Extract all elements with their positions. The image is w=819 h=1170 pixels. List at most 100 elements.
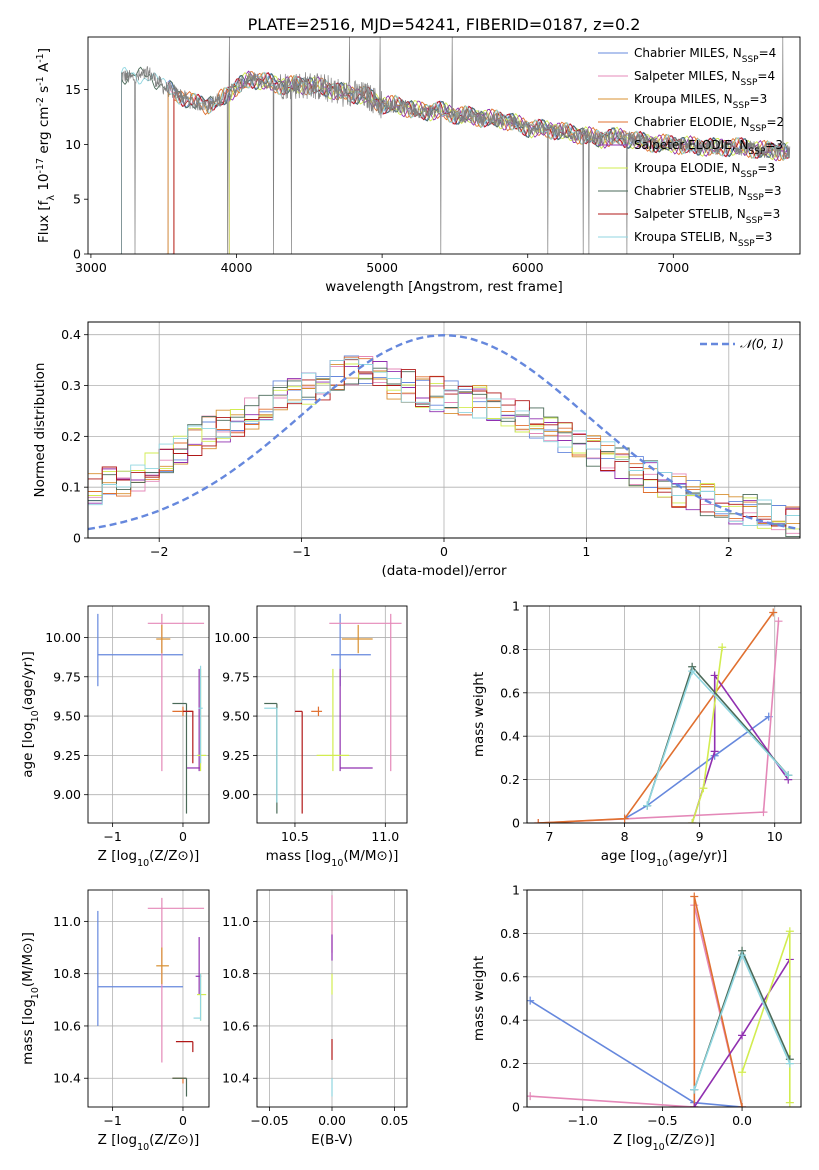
mass_vs_EBV-xtick-label: −0.05: [250, 1113, 288, 1128]
age_vs_Z-xtick-label: 0: [179, 829, 187, 844]
weight_vs_Z-ytick-label: 1: [512, 883, 520, 898]
mass_vs_EBV-xlabel: E(B-V): [311, 1132, 353, 1148]
spectrum-ylabel: Flux [fλ 10-17 erg cm-2 s-1 A-1]: [35, 48, 57, 243]
weight_vs_age-panel: 7 8 9 10 0 0.2 0.4 0.6 0.8 1 age [log10(age/yr)] ma…: [471, 599, 802, 869]
age_vs_Z-frame: [87, 605, 210, 824]
weight_vs_Z-series-kroupa-elodie: [738, 927, 794, 1107]
weight_vs_Z-marker: [738, 951, 747, 960]
spectrum-frame: [87, 36, 801, 255]
mass_vs_EBV-frame: [256, 889, 408, 1108]
age_vs_Z-ytick-label: 10.00: [45, 630, 81, 645]
age_vs_mass-ytick-label: 9.75: [222, 669, 250, 684]
age_vs_mass-ytick-label: 10.00: [214, 630, 250, 645]
figure-title: PLATE=2516, MJD=54241, FIBERID=0187, z=0…: [248, 15, 641, 34]
residuals-xtick-label: −1: [292, 544, 310, 559]
age_vs_mass-point-salpeter-elodie: [339, 668, 373, 772]
weight_vs_age-xtick-label: 9: [696, 829, 704, 844]
residuals-frame: [87, 321, 801, 539]
residuals-normal-curve: [88, 333, 800, 531]
mass_vs_EBV-xtick-label: 0.05: [381, 1113, 409, 1128]
age_vs_Z-point-salpeter-stelib: [182, 710, 194, 764]
weight_vs_age-marker: [710, 747, 719, 756]
spectrum-legend-label: Salpeter MILES, NSSP=4: [634, 69, 775, 88]
age_vs_Z-ytick-label: 9.50: [53, 709, 81, 724]
weight_vs_age-marker: [534, 819, 543, 823]
spectrum-xtick-label: 6000: [512, 260, 544, 275]
mass_vs_Z-point-salpeter-stelib: [175, 1041, 194, 1053]
weight_vs_age-xlabel: age [log10(age/yr)]: [601, 848, 727, 869]
weight_vs_Z-ylabel: mass weight: [471, 956, 487, 1041]
age_vs_Z-point-kroupa-miles: [156, 624, 171, 654]
weight_vs_Z-marker: [738, 1031, 747, 1040]
weight_vs_age-xtick-label: 7: [546, 829, 554, 844]
weight_vs_Z-marker: [785, 1098, 794, 1107]
residuals-legend-label: 𝒩(0, 1): [740, 337, 784, 351]
age_vs_mass-point-chabrier-elodie: [311, 706, 323, 717]
spectrum-legend-label: Salpeter STELIB, NSSP=3: [634, 207, 780, 226]
residuals-ytick-label: 0.4: [61, 327, 81, 342]
weight_vs_Z-line: [741, 930, 791, 1103]
weight_vs_age-grid: [527, 605, 801, 824]
spectrum-xtick-label: 3000: [75, 260, 107, 275]
residuals-ylabel: Normed distribution: [32, 363, 48, 498]
age_vs_mass-point-salpeter-stelib: [294, 710, 303, 814]
weight_vs_age-marker: [759, 808, 768, 817]
spectrum-xtick-label: 5000: [366, 260, 398, 275]
weight_vs_Z-xtick-label: −1.0: [568, 1113, 598, 1128]
spectrum-ytick-label: 0: [73, 247, 81, 262]
weight_vs_Z-panel: −1.0 −0.5 0.0 0 0.2 0.4 0.6 0.8 1 Z [log10(Z/Z⊙)]…: [471, 883, 802, 1153]
mass_vs_EBV-ytick-label: 10.8: [222, 966, 250, 981]
weight_vs_age-frame: [526, 605, 802, 824]
weight_vs_Z-ytick-label: 0.2: [500, 1056, 520, 1071]
age_vs_Z-plot-area: [97, 613, 207, 814]
weight_vs_age-line: [691, 672, 789, 823]
weight_vs_age-frame: [526, 605, 802, 824]
age_vs_Z-point-kroupa-elodie: [197, 668, 207, 772]
mass_vs_Z-frame: [87, 889, 210, 1108]
weight_vs_Z-frame: [526, 889, 802, 1108]
weight_vs_Z-line: [530, 905, 743, 1107]
age_vs_Z-xtick-label: −1: [103, 829, 121, 844]
age_vs_Z-ytick-label: 9.00: [53, 787, 81, 802]
age_vs_mass-point-kroupa-elodie: [316, 668, 350, 772]
mass_vs_Z-xtick-label: −1: [103, 1113, 121, 1128]
weight_vs_age-xtick-label: 8: [621, 829, 629, 844]
age_vs_mass-frame: [256, 605, 408, 824]
weight_vs_age-xtick-label: 10: [767, 829, 783, 844]
spectrum-ytick-label: 15: [65, 82, 81, 97]
residuals-ytick-label: 0.3: [61, 378, 81, 393]
age_vs_mass-xtick-label: 11.0: [371, 829, 399, 844]
weight_vs_age-ytick-label: 0.2: [500, 772, 520, 787]
age_vs_mass-xtick-label: 10.5: [281, 829, 309, 844]
weight_vs_age-ylabel: mass weight: [471, 672, 487, 757]
age_vs_mass-panel: 10.5 11.0 9.00 9.25 9.50 9.75 10.00 mass [log10…: [214, 605, 408, 869]
weight_vs_age-marker: [710, 671, 719, 680]
age_vs_Z-grid: [88, 606, 209, 823]
weight_vs_Z-marker: [690, 892, 699, 901]
weight_vs_age-line: [624, 716, 770, 820]
mass_vs_Z-point-kroupa-miles: [156, 947, 169, 985]
weight_vs_Z-marker: [527, 996, 535, 1005]
residuals-ytick-label: 0.2: [61, 429, 81, 444]
weight_vs_Z-line: [529, 1000, 743, 1107]
spectrum-legend-label: Salpeter ELODIE, NSSP=3: [634, 138, 783, 157]
weight_vs_Z-line: [693, 896, 743, 1107]
mass_vs_Z-point-chabrier-miles: [97, 910, 183, 1026]
residuals-xtick-label: −2: [150, 544, 168, 559]
residuals-ytick-label: 0.1: [61, 480, 81, 495]
age_vs_mass-plot-area: [264, 613, 402, 814]
mass_vs_Z-ytick-label: 10.4: [53, 1071, 81, 1086]
mass_vs_Z-point-chabrier-elodie: [172, 1077, 187, 1084]
age_vs_Z-panel: −1 0 9.00 9.25 9.50 9.75 10.00 Z [log10(Z/Z⊙)] a…: [20, 605, 210, 869]
spectrum-legend-label: Kroupa STELIB, NSSP=3: [634, 230, 772, 249]
mass_vs_Z-xlabel: Z [log10(Z/Z⊙)]: [98, 1132, 200, 1153]
mass_vs_EBV-ytick-label: 11.0: [222, 914, 250, 929]
age_vs_mass-ytick-label: 9.25: [222, 748, 250, 763]
mass_vs_EBV-panel: −0.05 0.00 0.05 10.4 10.6 10.8 11.0 E(B-V): [222, 889, 409, 1148]
age_vs_Z-point-salpeter-elodie: [186, 668, 201, 772]
weight_vs_Z-series-kroupa-stelib: [690, 951, 794, 1094]
age_vs_mass-point-salpeter-miles: [329, 613, 402, 772]
mass_vs_Z-point-kroupa-stelib: [193, 973, 202, 1021]
spectrum-xtick-label: 4000: [221, 260, 253, 275]
